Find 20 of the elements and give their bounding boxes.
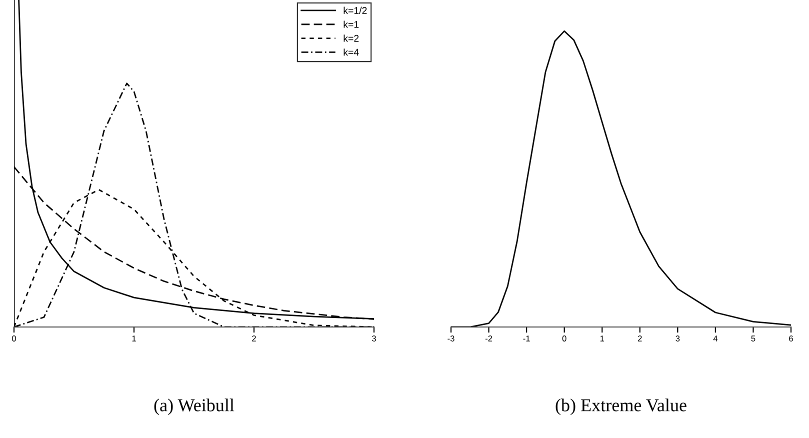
x-tick-label: -1 — [523, 336, 530, 342]
x-tick-label: 4 — [713, 336, 718, 342]
legend-label: k=2 — [344, 34, 359, 42]
x-tick-label: -2 — [485, 336, 492, 342]
x-tick-label: 3 — [372, 336, 376, 342]
x-tick-label: 2 — [638, 336, 642, 342]
legend-label: k=1 — [344, 20, 359, 28]
x-tick-label: 5 — [751, 336, 756, 342]
x-axis-title: (b) Extreme Value — [556, 398, 686, 416]
x-tick-label: 1 — [132, 336, 136, 342]
legend-label: k=4 — [344, 48, 359, 56]
legend-label: k=1/2 — [344, 6, 367, 14]
x-tick-label: 0 — [562, 336, 566, 342]
x-tick-label: 0 — [12, 336, 16, 342]
x-axis-title: (a) Weibull — [154, 398, 234, 416]
x-tick-label: 3 — [676, 336, 680, 342]
x-tick-label: 6 — [789, 336, 793, 342]
x-tick-label: 1 — [600, 336, 604, 342]
x-tick-label: 2 — [252, 336, 256, 342]
x-tick-label: -3 — [448, 336, 454, 342]
